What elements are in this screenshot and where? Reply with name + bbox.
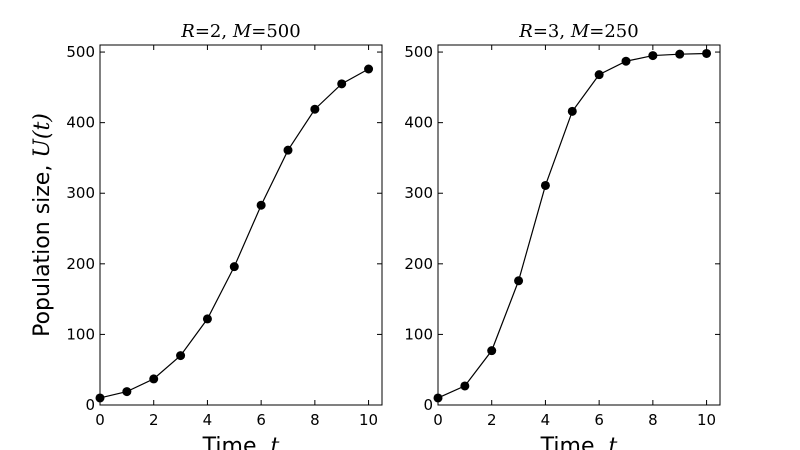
series-line xyxy=(437,52,707,399)
data-point xyxy=(364,64,374,74)
y-tick-label: 400 xyxy=(66,114,95,132)
y-axis-label-math: U(t) xyxy=(30,113,55,158)
data-point xyxy=(229,262,239,272)
data-point xyxy=(594,70,604,80)
y-tick-label: 0 xyxy=(85,396,95,414)
x-tick-label: 10 xyxy=(697,411,716,429)
data-point xyxy=(675,49,685,59)
y-tick-label: 500 xyxy=(404,43,433,61)
x-tick-label: 4 xyxy=(541,411,551,429)
chart-title-part: =2, xyxy=(195,21,233,42)
data-point xyxy=(176,351,186,361)
x-tick-label: 6 xyxy=(594,411,604,429)
chart-title-part: R xyxy=(180,21,195,42)
chart-title: R=2, M=500 xyxy=(180,21,300,42)
x-axis-label-left-text: Time, xyxy=(202,434,271,450)
y-tick-label: 200 xyxy=(66,255,95,273)
data-point xyxy=(202,314,212,324)
data-point xyxy=(648,51,658,61)
x-tick-label: 0 xyxy=(433,411,443,429)
chart-title-part: =3, xyxy=(533,21,571,42)
x-axis-label-left-math: t xyxy=(270,434,279,450)
data-point xyxy=(310,104,320,114)
y-axis-label-text: Population size, xyxy=(30,158,55,337)
y-tick-label: 0 xyxy=(423,396,433,414)
y-tick-label: 400 xyxy=(404,114,433,132)
chart-title-part: =500 xyxy=(251,21,300,42)
data-point xyxy=(567,106,577,116)
data-point xyxy=(433,393,443,403)
data-point xyxy=(460,381,470,391)
x-tick-label: 2 xyxy=(487,411,497,429)
plot-frame xyxy=(99,44,383,406)
data-point xyxy=(514,276,524,286)
data-point xyxy=(487,346,497,356)
data-point xyxy=(95,393,105,403)
chart-title-part: M xyxy=(232,21,252,42)
data-point xyxy=(122,387,132,397)
data-point xyxy=(702,48,712,58)
chart-title-part: R xyxy=(518,21,533,42)
data-point xyxy=(337,79,347,89)
data-point xyxy=(283,145,293,155)
x-tick-label: 6 xyxy=(256,411,266,429)
y-tick-label: 300 xyxy=(404,184,433,202)
chart-title-part: =250 xyxy=(589,21,638,42)
data-point xyxy=(256,200,266,210)
chart-title: R=3, M=250 xyxy=(518,21,638,42)
x-axis-label-right-text: Time, xyxy=(540,434,609,450)
data-point xyxy=(621,56,631,66)
chart-title-part: M xyxy=(570,21,590,42)
plot-frame xyxy=(437,44,721,406)
x-tick-label: 8 xyxy=(310,411,320,429)
x-tick-label: 8 xyxy=(648,411,658,429)
x-axis-label-left: Time, t xyxy=(202,434,280,450)
y-tick-label: 200 xyxy=(404,255,433,273)
series-line xyxy=(99,68,369,399)
y-tick-label: 100 xyxy=(404,325,433,343)
x-tick-label: 10 xyxy=(359,411,378,429)
data-point xyxy=(149,374,159,384)
y-axis-label: Population size, U(t) xyxy=(30,113,55,337)
x-tick-label: 2 xyxy=(149,411,159,429)
x-axis-label-right: Time, t xyxy=(540,434,618,450)
data-point xyxy=(540,180,550,190)
x-axis-label-right-math: t xyxy=(608,434,617,450)
y-tick-label: 300 xyxy=(66,184,95,202)
x-tick-label: 4 xyxy=(203,411,213,429)
y-tick-label: 100 xyxy=(66,325,95,343)
x-tick-label: 0 xyxy=(95,411,105,429)
y-tick-label: 500 xyxy=(66,43,95,61)
